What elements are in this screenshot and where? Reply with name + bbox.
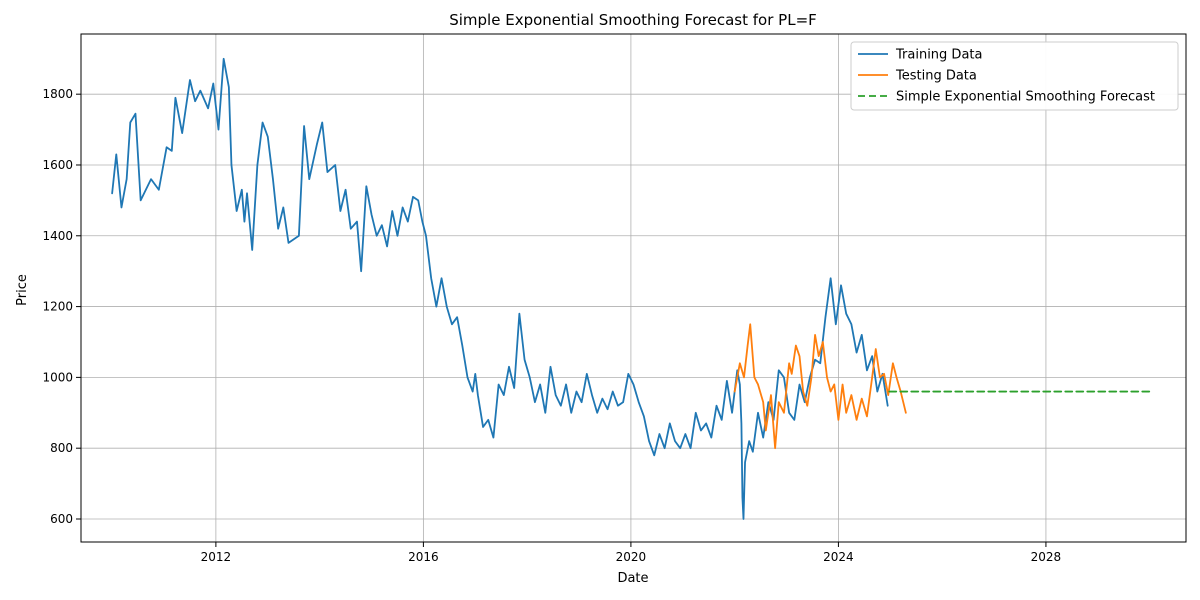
axes-frame	[80, 33, 1187, 543]
series-line-training-data	[111, 57, 889, 520]
legend-label: Simple Exponential Smoothing Forecast	[896, 90, 1155, 105]
legend-box	[850, 41, 1179, 111]
x-tick-label: 2016	[408, 550, 439, 564]
grid-lines	[81, 34, 1186, 542]
y-tick-label: 1800	[42, 87, 73, 101]
series-layer	[111, 57, 1151, 520]
x-tick-label: 2024	[823, 550, 854, 564]
tick-marks: 2012 2016 2020 2024 2028 600 800 1000 1200 1400 16…	[42, 87, 1061, 564]
y-tick-label: 1200	[42, 300, 73, 314]
x-tick-label: 2020	[616, 550, 647, 564]
axes-border	[80, 33, 1187, 543]
series-line-testing-data	[733, 323, 907, 450]
chart-title: Simple Exponential Smoothing Forecast fo…	[449, 11, 817, 29]
x-tick-label: 2028	[1031, 550, 1062, 564]
y-axis-label: Price	[15, 274, 30, 306]
legend-label: Training Data	[895, 48, 982, 63]
y-tick-label: 1000	[42, 370, 73, 384]
x-axis-label: Date	[617, 571, 648, 586]
y-tick-label: 600	[50, 512, 73, 526]
legend-label: Testing Data	[895, 69, 977, 84]
y-tick-label: 800	[50, 441, 73, 455]
y-tick-label: 1600	[42, 158, 73, 172]
plot-background	[81, 34, 1186, 542]
legend: Training Data Testing Data Simple Exponent…	[850, 41, 1179, 111]
plot-area	[81, 34, 1186, 542]
x-tick-label: 2012	[201, 550, 232, 564]
y-tick-label: 1400	[42, 229, 73, 243]
